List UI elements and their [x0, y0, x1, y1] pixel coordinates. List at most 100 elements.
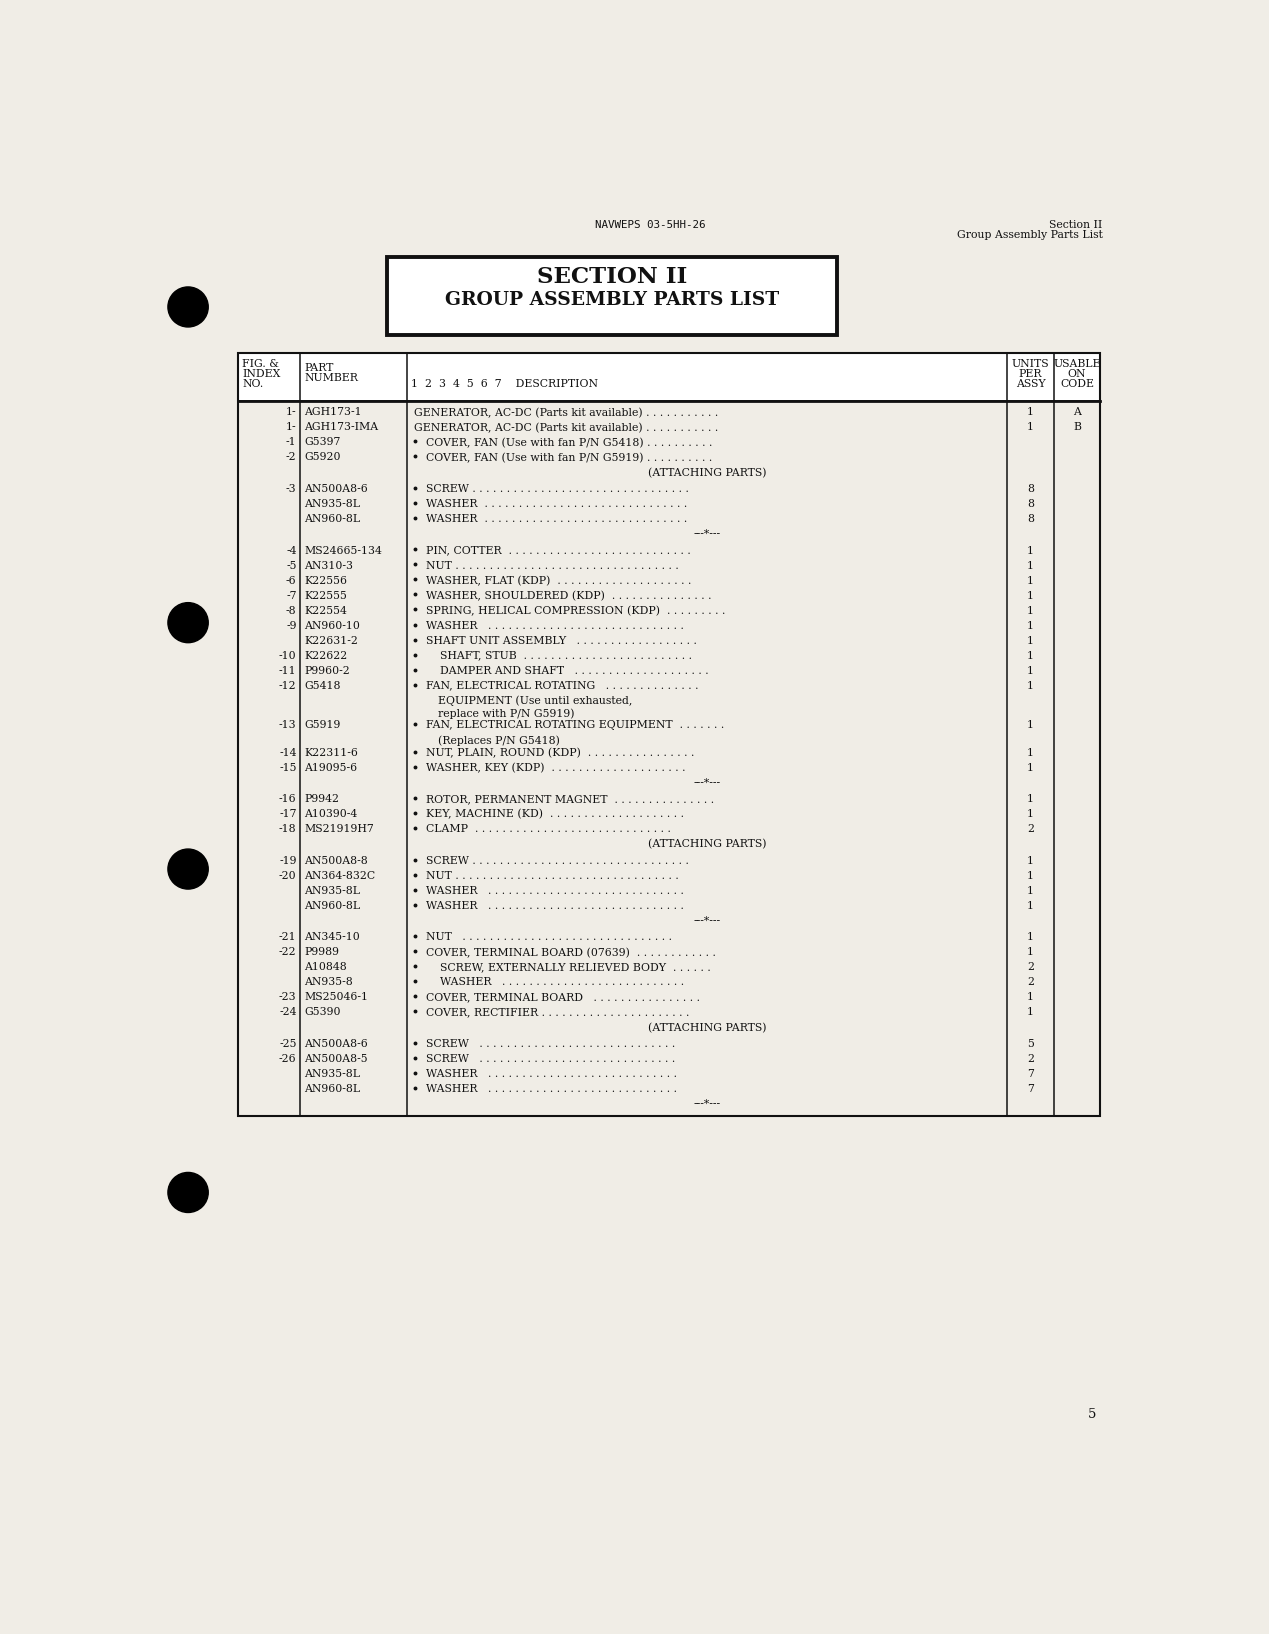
- Text: K22631-2: K22631-2: [305, 636, 358, 645]
- Text: WASHER   . . . . . . . . . . . . . . . . . . . . . . . . . . . .: WASHER . . . . . . . . . . . . . . . . .…: [426, 1083, 676, 1095]
- Text: WASHER   . . . . . . . . . . . . . . . . . . . . . . . . . . . .: WASHER . . . . . . . . . . . . . . . . .…: [426, 1069, 676, 1078]
- Text: 7: 7: [1027, 1083, 1034, 1095]
- Text: WASHER   . . . . . . . . . . . . . . . . . . . . . . . . . . . . .: WASHER . . . . . . . . . . . . . . . . .…: [426, 621, 684, 631]
- Text: AN960-8L: AN960-8L: [305, 900, 360, 910]
- Text: AN935-8L: AN935-8L: [305, 1069, 360, 1078]
- Text: 1  2  3  4  5  6  7    DESCRIPTION: 1 2 3 4 5 6 7 DESCRIPTION: [410, 379, 598, 389]
- Text: AGH173-1: AGH173-1: [305, 407, 362, 417]
- Text: 1: 1: [1027, 948, 1034, 958]
- Text: 1: 1: [1027, 681, 1034, 691]
- Text: -24: -24: [279, 1008, 297, 1018]
- Text: G5397: G5397: [305, 438, 340, 448]
- Text: USABLE: USABLE: [1053, 358, 1100, 369]
- Text: -12: -12: [279, 681, 297, 691]
- Text: -21: -21: [279, 933, 297, 943]
- Text: -15: -15: [279, 763, 297, 773]
- Text: 1: 1: [1027, 992, 1034, 1002]
- Text: MS25046-1: MS25046-1: [305, 992, 368, 1002]
- Text: G5418: G5418: [305, 681, 341, 691]
- Text: SECTION II: SECTION II: [537, 266, 687, 288]
- Text: -20: -20: [279, 871, 297, 881]
- Text: AN364-832C: AN364-832C: [305, 871, 376, 881]
- Text: K22556: K22556: [305, 575, 348, 585]
- Text: GENERATOR, AC-DC (Parts kit available) . . . . . . . . . . .: GENERATOR, AC-DC (Parts kit available) .…: [415, 407, 718, 418]
- Text: AN500A8-6: AN500A8-6: [305, 1039, 368, 1049]
- Text: COVER, FAN (Use with fan P/N G5418) . . . . . . . . . .: COVER, FAN (Use with fan P/N G5418) . . …: [426, 438, 712, 448]
- Text: 1: 1: [1027, 407, 1034, 417]
- Text: -19: -19: [279, 856, 297, 866]
- Text: WASHER, SHOULDERED (KDP)  . . . . . . . . . . . . . . .: WASHER, SHOULDERED (KDP) . . . . . . . .…: [426, 590, 712, 601]
- Text: WASHER  . . . . . . . . . . . . . . . . . . . . . . . . . . . . . .: WASHER . . . . . . . . . . . . . . . . .…: [426, 515, 688, 525]
- Text: 1: 1: [1027, 748, 1034, 758]
- Text: -2: -2: [286, 453, 297, 462]
- Text: FAN, ELECTRICAL ROTATING   . . . . . . . . . . . . . .: FAN, ELECTRICAL ROTATING . . . . . . . .…: [426, 681, 698, 691]
- Text: -7: -7: [286, 590, 297, 601]
- Text: SCREW . . . . . . . . . . . . . . . . . . . . . . . . . . . . . . . .: SCREW . . . . . . . . . . . . . . . . . …: [426, 484, 689, 493]
- Text: -8: -8: [286, 606, 297, 616]
- Text: 8: 8: [1027, 484, 1034, 493]
- Text: 2: 2: [1027, 977, 1034, 987]
- Text: 1: 1: [1027, 1008, 1034, 1018]
- Text: -6: -6: [286, 575, 297, 585]
- Text: AN500A8-6: AN500A8-6: [305, 484, 368, 493]
- Text: 1: 1: [1027, 575, 1034, 585]
- Text: A10848: A10848: [305, 962, 348, 972]
- Text: 1: 1: [1027, 886, 1034, 895]
- Text: 1: 1: [1027, 665, 1034, 676]
- Text: -22: -22: [279, 948, 297, 958]
- Text: 2: 2: [1027, 1054, 1034, 1064]
- Text: G5390: G5390: [305, 1008, 341, 1018]
- Text: 7: 7: [1027, 1069, 1034, 1078]
- Text: ASSY: ASSY: [1015, 379, 1046, 389]
- Text: AN960-8L: AN960-8L: [305, 1083, 360, 1095]
- Text: NUT   . . . . . . . . . . . . . . . . . . . . . . . . . . . . . . .: NUT . . . . . . . . . . . . . . . . . . …: [426, 933, 673, 943]
- Text: -13: -13: [279, 721, 297, 730]
- Text: 1: 1: [1027, 856, 1034, 866]
- Text: CLAMP  . . . . . . . . . . . . . . . . . . . . . . . . . . . . .: CLAMP . . . . . . . . . . . . . . . . . …: [426, 824, 671, 835]
- Text: K22311-6: K22311-6: [305, 748, 358, 758]
- Text: NAVWEPS 03-5HH-26: NAVWEPS 03-5HH-26: [595, 221, 706, 230]
- Text: AN935-8L: AN935-8L: [305, 498, 360, 510]
- Bar: [239, 353, 1100, 400]
- Text: 1: 1: [1027, 794, 1034, 804]
- Text: Group Assembly Parts List: Group Assembly Parts List: [957, 230, 1103, 240]
- Text: NUT, PLAIN, ROUND (KDP)  . . . . . . . . . . . . . . . .: NUT, PLAIN, ROUND (KDP) . . . . . . . . …: [426, 748, 694, 758]
- Bar: [239, 353, 1100, 1116]
- Text: AN500A8-5: AN500A8-5: [305, 1054, 368, 1064]
- Circle shape: [168, 288, 208, 327]
- Text: A10390-4: A10390-4: [305, 809, 358, 819]
- Text: AN345-10: AN345-10: [305, 933, 360, 943]
- Text: KEY, MACHINE (KD)  . . . . . . . . . . . . . . . . . . . .: KEY, MACHINE (KD) . . . . . . . . . . . …: [426, 809, 684, 820]
- Text: (ATTACHING PARTS): (ATTACHING PARTS): [647, 467, 766, 477]
- Text: 1: 1: [1027, 560, 1034, 570]
- Text: -1: -1: [286, 438, 297, 448]
- Text: AN960-10: AN960-10: [305, 621, 360, 631]
- Text: 1: 1: [1027, 900, 1034, 910]
- Text: ---*---: ---*---: [693, 915, 721, 926]
- Text: 1: 1: [1027, 621, 1034, 631]
- Text: -9: -9: [286, 621, 297, 631]
- Circle shape: [168, 850, 208, 889]
- Text: MS24665-134: MS24665-134: [305, 546, 382, 556]
- Text: 1: 1: [1027, 423, 1034, 433]
- Text: K22554: K22554: [305, 606, 348, 616]
- Text: 1: 1: [1027, 546, 1034, 556]
- Text: FAN, ELECTRICAL ROTATING EQUIPMENT  . . . . . . .: FAN, ELECTRICAL ROTATING EQUIPMENT . . .…: [426, 721, 725, 730]
- Text: EQUIPMENT (Use until exhausted,: EQUIPMENT (Use until exhausted,: [438, 696, 632, 706]
- Text: -4: -4: [286, 546, 297, 556]
- Text: ---*---: ---*---: [693, 778, 721, 788]
- Text: -11: -11: [279, 665, 297, 676]
- Text: PIN, COTTER  . . . . . . . . . . . . . . . . . . . . . . . . . . .: PIN, COTTER . . . . . . . . . . . . . . …: [426, 546, 690, 556]
- Text: -25: -25: [279, 1039, 297, 1049]
- Text: NUT . . . . . . . . . . . . . . . . . . . . . . . . . . . . . . . . .: NUT . . . . . . . . . . . . . . . . . . …: [426, 871, 679, 881]
- Text: COVER, TERMINAL BOARD (07639)  . . . . . . . . . . . .: COVER, TERMINAL BOARD (07639) . . . . . …: [426, 948, 716, 958]
- Text: K22555: K22555: [305, 590, 348, 601]
- Text: SCREW   . . . . . . . . . . . . . . . . . . . . . . . . . . . . .: SCREW . . . . . . . . . . . . . . . . . …: [426, 1054, 675, 1064]
- Text: GROUP ASSEMBLY PARTS LIST: GROUP ASSEMBLY PARTS LIST: [445, 291, 779, 309]
- Text: (ATTACHING PARTS): (ATTACHING PARTS): [647, 840, 766, 850]
- Text: A19095-6: A19095-6: [305, 763, 358, 773]
- Text: NO.: NO.: [242, 379, 264, 389]
- Text: COVER, RECTIFIER . . . . . . . . . . . . . . . . . . . . . .: COVER, RECTIFIER . . . . . . . . . . . .…: [426, 1008, 689, 1018]
- Text: AN935-8: AN935-8: [305, 977, 353, 987]
- Text: 8: 8: [1027, 515, 1034, 525]
